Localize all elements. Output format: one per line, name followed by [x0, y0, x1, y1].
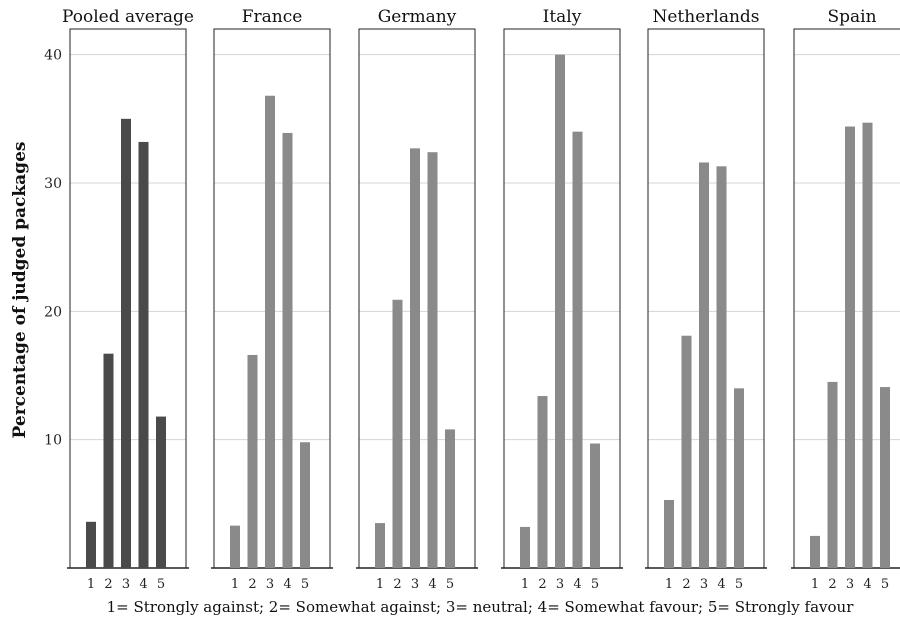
y-axis-title: Percentage of judged packages	[10, 142, 30, 439]
x-tick-label: 5	[301, 577, 309, 592]
panel-france: France 1 2 3 4 5	[211, 7, 333, 592]
panel-title: Netherlands	[652, 7, 759, 27]
panel-italy: Italy 1 2 3 4 5	[501, 7, 623, 592]
bar-3	[410, 148, 420, 568]
bar-2	[827, 381, 838, 568]
bar-1	[86, 521, 96, 568]
y-tick-label: 30	[44, 176, 62, 192]
bar-4	[427, 152, 438, 568]
panel-frame	[358, 28, 476, 568]
bar-1	[810, 535, 820, 568]
x-tick-label: 4	[863, 577, 871, 592]
bar-5	[445, 429, 455, 568]
x-tick-label: 4	[573, 577, 581, 592]
x-tick-label: 4	[717, 577, 725, 592]
x-tick-label: 2	[538, 577, 546, 592]
x-tick-label: 2	[104, 577, 112, 592]
bar-2	[681, 335, 692, 568]
x-tick-label: 3	[122, 577, 130, 592]
bar-1	[375, 523, 385, 568]
bar-5	[880, 387, 890, 568]
x-tick-label: 5	[446, 577, 454, 592]
x-tick-label: 3	[266, 577, 274, 592]
panel-frame	[647, 28, 765, 568]
panel-spain: Spain 1 2 3 4 5	[791, 7, 900, 592]
x-tick-label: 1	[521, 577, 529, 592]
bar-2	[103, 353, 114, 568]
x-tick-label: 1	[811, 577, 819, 592]
panel-title: Germany	[378, 7, 457, 27]
bar-3	[121, 118, 131, 568]
x-tick-label: 2	[828, 577, 836, 592]
bar-3	[845, 126, 855, 569]
bar-3	[555, 54, 565, 568]
bar-4	[572, 131, 583, 568]
x-tick-label: 3	[846, 577, 854, 592]
bar-5	[300, 442, 310, 568]
bar-1	[230, 525, 240, 568]
x-tick-label: 1	[665, 577, 673, 592]
x-tick-label: 3	[700, 577, 708, 592]
x-tick-label: 5	[881, 577, 889, 592]
panel-frame	[213, 28, 331, 568]
bar-5	[156, 416, 166, 568]
panel-title: Spain	[827, 7, 876, 27]
bar-2	[537, 396, 548, 568]
bar-5	[734, 388, 744, 568]
y-tick-label: 10	[44, 433, 62, 449]
bar-2	[392, 299, 403, 568]
bar-5	[590, 443, 600, 568]
x-axis-caption: 1= Strongly against; 2= Somewhat against…	[107, 598, 855, 616]
panel-title: Italy	[543, 7, 582, 27]
x-tick-label: 2	[248, 577, 256, 592]
panel-frame	[503, 28, 621, 568]
panel-pooled-average: Pooled average 1 2 3 4 5	[62, 7, 194, 592]
bar-3	[699, 162, 709, 568]
panel-frame	[793, 28, 900, 568]
x-tick-label: 3	[556, 577, 564, 592]
panel-netherlands: Netherlands 1 2 3 4 5	[645, 7, 767, 592]
x-tick-label: 2	[393, 577, 401, 592]
x-tick-label: 4	[428, 577, 436, 592]
panel-title: Pooled average	[62, 7, 194, 27]
x-tick-label: 2	[682, 577, 690, 592]
bar-1	[664, 499, 674, 568]
x-tick-label: 1	[87, 577, 95, 592]
bar-3	[265, 95, 275, 568]
panel-frame	[69, 28, 187, 568]
bar-4	[862, 122, 873, 568]
x-tick-label: 5	[735, 577, 743, 592]
x-tick-label: 5	[157, 577, 165, 592]
panel-title: France	[242, 7, 303, 27]
y-tick-label: 40	[44, 48, 62, 64]
bar-4	[282, 132, 293, 568]
bar-2	[247, 354, 258, 568]
bar-4	[138, 141, 149, 568]
bar-1	[520, 526, 530, 568]
bar-4	[716, 166, 727, 569]
x-tick-label: 4	[139, 577, 147, 592]
x-tick-label: 4	[283, 577, 291, 592]
x-tick-label: 5	[591, 577, 599, 592]
panel-germany: Germany 1 2 3 4 5	[356, 7, 478, 592]
x-tick-label: 3	[411, 577, 419, 592]
y-tick-label: 20	[44, 304, 62, 320]
x-tick-label: 1	[231, 577, 239, 592]
x-tick-label: 1	[376, 577, 384, 592]
